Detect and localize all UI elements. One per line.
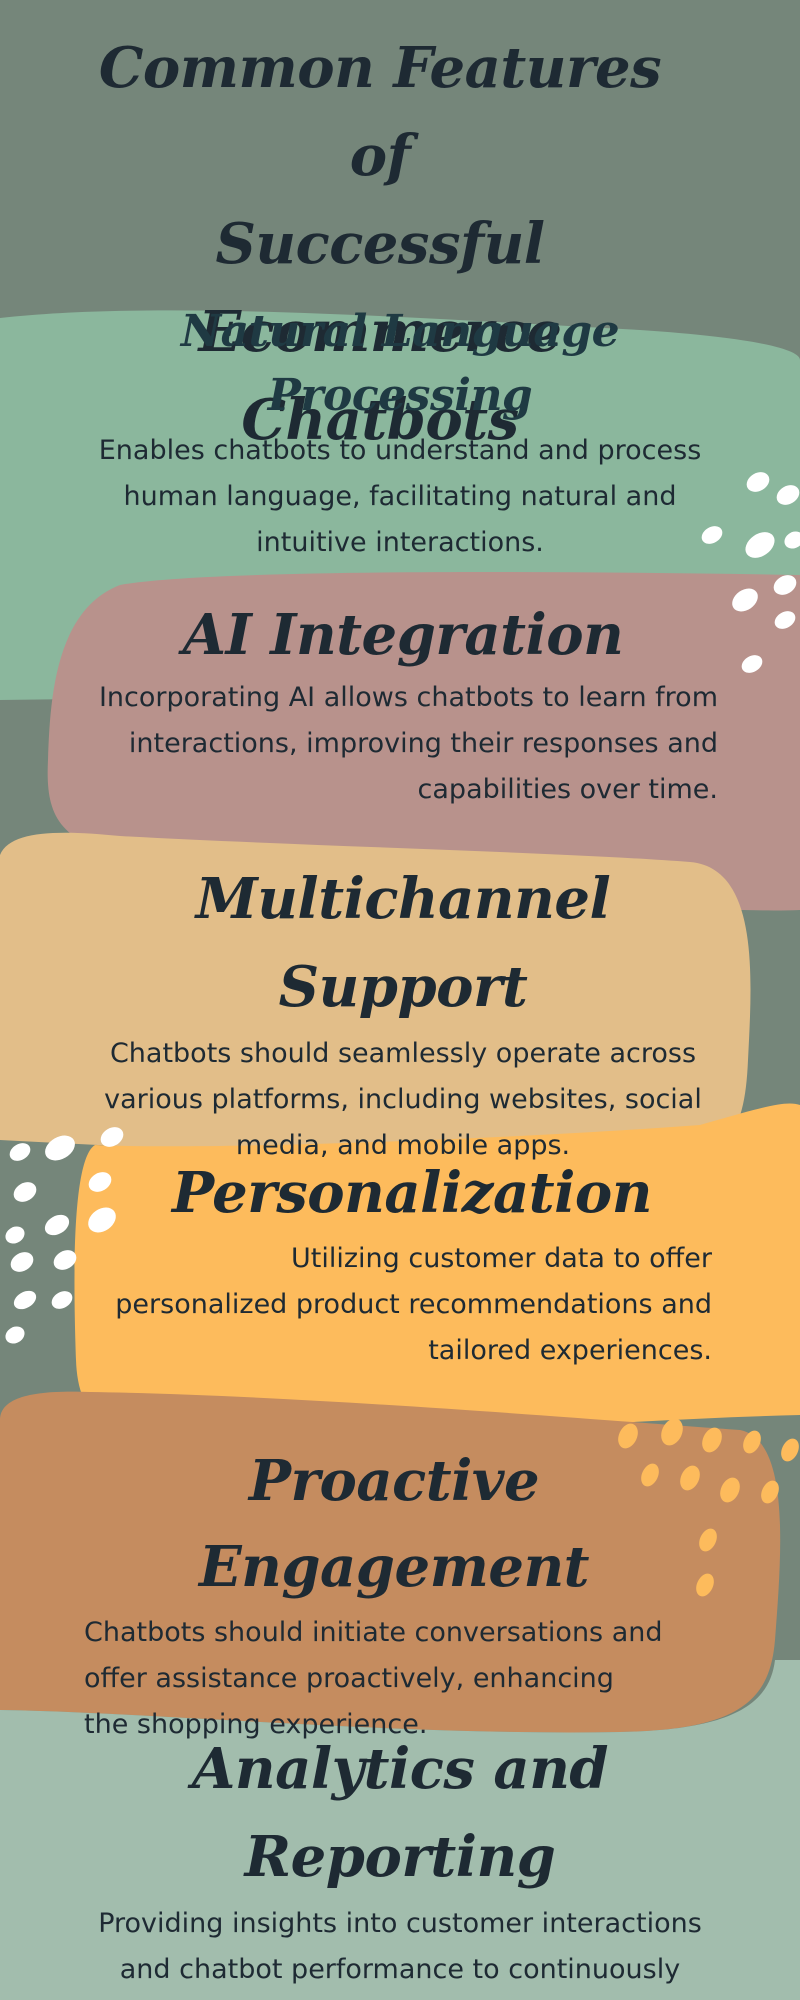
page-title: Common Features of Successful Ecommerce … bbox=[60, 24, 700, 464]
section-heading: Analytics and Reporting bbox=[191, 1736, 609, 1890]
section-body: Incorporating AI allows chatbots to lear… bbox=[98, 682, 718, 805]
section-natural-language-processing: Natural Language Processing Enables chat… bbox=[80, 300, 720, 566]
section-body: Utilizing customer data to offer persona… bbox=[115, 1243, 712, 1366]
section-body: Chatbots should initiate conversations a… bbox=[84, 1617, 663, 1740]
section-heading: AI Integration bbox=[182, 602, 624, 668]
sand-blob bbox=[0, 832, 751, 1165]
section-ai-integration: AI Integration Incorporating AI allows c… bbox=[88, 595, 718, 813]
rose-blob bbox=[47, 572, 800, 911]
title-line-1: Common Features of bbox=[98, 35, 662, 189]
section-personalization: Personalization Utilizing customer data … bbox=[112, 1150, 712, 1374]
heading-line-1: Natural Language bbox=[180, 306, 620, 357]
section-analytics-and-reporting: Analytics and Reporting Providing insigh… bbox=[70, 1725, 730, 2000]
section-body: Providing insights into customer interac… bbox=[98, 1908, 702, 1985]
section-heading: Proactive Engagement bbox=[198, 1448, 590, 1600]
title-line-2: Successful bbox=[215, 211, 545, 277]
title-line-3: Ecommerce Chatbots bbox=[198, 299, 563, 453]
section-proactive-engagement: Proactive Engagement Chatbots should ini… bbox=[84, 1438, 704, 1748]
section-heading: Personalization bbox=[172, 1160, 652, 1226]
section-heading: Multichannel Support bbox=[195, 866, 611, 1020]
heading-line-2: Processing bbox=[267, 370, 533, 421]
light-sage-blob bbox=[0, 1660, 800, 2000]
terracotta-blob bbox=[0, 1391, 781, 1733]
section-heading: Natural Language Processing bbox=[80, 300, 720, 428]
orange-blob bbox=[74, 1103, 800, 1446]
orange-dots-right bbox=[618, 1418, 799, 1597]
section-body: Enables chatbots to understand and proce… bbox=[98, 435, 702, 558]
white-dots-left bbox=[5, 1127, 124, 1344]
white-dots-right bbox=[701, 472, 800, 673]
section-body: Chatbots should seamlessly operate acros… bbox=[104, 1038, 702, 1161]
section-multichannel-support: Multichannel Support Chatbots should sea… bbox=[88, 855, 718, 1169]
